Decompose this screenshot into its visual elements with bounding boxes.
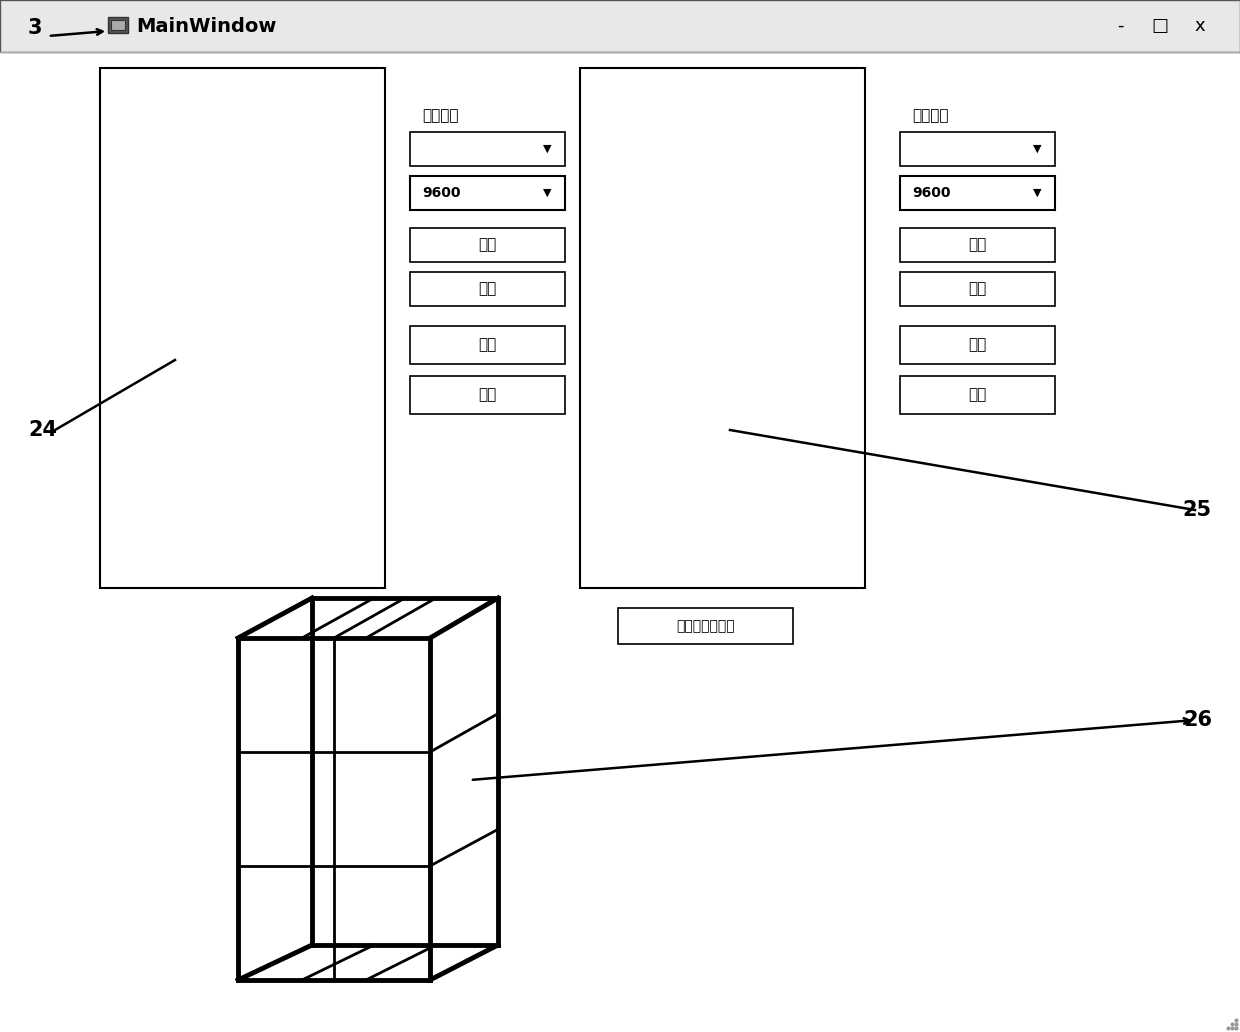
Text: 关闭: 关闭 [968, 282, 987, 296]
Bar [900, 326, 1055, 364]
Text: 3: 3 [29, 18, 42, 38]
Text: 25: 25 [1183, 499, 1211, 520]
Text: 扫描: 扫描 [479, 337, 497, 353]
Bar [410, 272, 565, 307]
Bar [410, 132, 565, 166]
Text: 运动状态提示框: 运动状态提示框 [676, 619, 735, 633]
Text: 串口状态: 串口状态 [911, 108, 949, 123]
Text: 清除: 清除 [968, 387, 987, 402]
Bar [410, 376, 565, 414]
Text: ▼: ▼ [543, 188, 552, 198]
Bar [900, 272, 1055, 307]
Text: 打开: 打开 [968, 237, 987, 253]
Bar [618, 608, 794, 644]
Text: ▼: ▼ [1033, 188, 1042, 198]
Bar [112, 20, 125, 30]
Text: □: □ [1152, 17, 1168, 35]
Bar [410, 176, 565, 209]
Text: 9600: 9600 [422, 186, 460, 200]
Bar [900, 228, 1055, 262]
Text: -: - [1117, 17, 1123, 35]
Text: 扫描: 扫描 [968, 337, 987, 353]
Text: 26: 26 [1183, 710, 1211, 730]
Bar [900, 376, 1055, 414]
Text: 串口状态: 串口状态 [422, 108, 459, 123]
Bar [100, 68, 384, 588]
Text: 24: 24 [29, 420, 57, 440]
Bar [580, 68, 866, 588]
Text: ▼: ▼ [543, 144, 552, 154]
Bar [108, 17, 128, 33]
Bar [900, 132, 1055, 166]
Bar [0, 0, 1240, 52]
Text: 清除: 清除 [479, 387, 497, 402]
Bar [410, 228, 565, 262]
Bar [900, 176, 1055, 209]
Text: ▼: ▼ [1033, 144, 1042, 154]
Text: 关闭: 关闭 [479, 282, 497, 296]
Bar [410, 326, 565, 364]
Text: 打开: 打开 [479, 237, 497, 253]
Text: MainWindow: MainWindow [136, 17, 277, 35]
Text: x: x [1194, 17, 1205, 35]
Text: 9600: 9600 [911, 186, 951, 200]
